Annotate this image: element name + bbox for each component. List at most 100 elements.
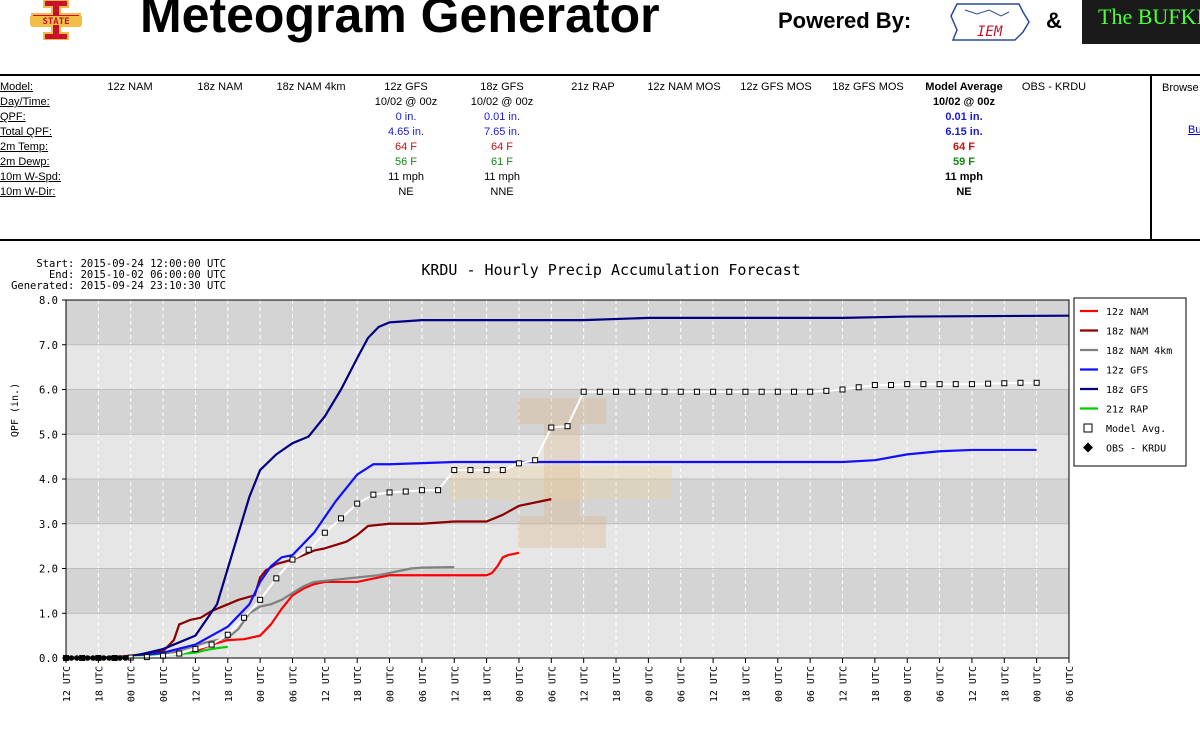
cell-wdir-3: NE — [398, 186, 414, 198]
cell-wspd-2 — [266, 170, 356, 185]
cell-model-7: 12z GFS MOS — [740, 81, 812, 93]
avg-point — [1017, 379, 1024, 386]
model-summary-table: Model: 12z NAM 18z NAM 18z NAM 4km 12z GFS 18… — [0, 74, 1200, 241]
cell-qpf-5 — [548, 110, 638, 125]
generated-info: Generated: 2015-09-24 23:10:30 UTC — [11, 280, 226, 292]
row-label-wspd[interactable]: 10m W-Spd: — [0, 171, 61, 183]
x-tick-label: 06 UTC — [547, 666, 558, 702]
x-tick-label: 18 UTC — [612, 666, 623, 702]
avg-point — [952, 381, 959, 388]
cell-dewp-4: 61 F — [490, 156, 513, 168]
cell-dewp-7 — [730, 155, 822, 170]
avg-point — [790, 388, 797, 395]
avg-point — [742, 388, 749, 395]
iem-logo[interactable]: IEM — [943, 0, 1033, 44]
x-tick-label: 12 UTC — [968, 666, 979, 702]
row-label-qpf[interactable]: QPF: — [0, 111, 26, 123]
browse-link[interactable]: Bu — [1188, 124, 1200, 136]
cell-model-5: 21z RAP — [571, 81, 615, 93]
series-line-0 — [66, 551, 520, 660]
x-tick-label: 06 UTC — [806, 666, 817, 702]
chart-text: KRDU - Hourly Precip Accumulation Foreca… — [10, 258, 801, 437]
cell-temp-3: 64 F — [394, 141, 417, 153]
cell-qpf-9: 0.01 in. — [945, 111, 983, 123]
cell-model-0: 12z NAM — [107, 81, 153, 93]
row-label-wdir[interactable]: 10m W-Dir: — [0, 186, 56, 198]
cell-total-2 — [266, 125, 356, 140]
cell-temp-9: 64 F — [952, 141, 975, 153]
avg-point — [904, 381, 911, 388]
legend-label: 12z NAM — [1106, 307, 1148, 318]
watermark-band — [450, 466, 672, 500]
x-tick-label: 06 UTC — [677, 666, 688, 702]
cell-daytime-2 — [266, 95, 356, 110]
row-label-model[interactable]: Model: — [0, 81, 34, 93]
y-tick-label: 3.0 — [39, 519, 58, 531]
x-tick-label: 00 UTC — [1033, 666, 1044, 702]
svg-text:IEM: IEM — [977, 24, 1003, 40]
cell-temp-10 — [1014, 140, 1094, 155]
avg-point — [936, 381, 943, 388]
row-label-temp[interactable]: 2m Temp: — [0, 141, 49, 153]
table-row-dewp: 2m Dewp: 56 F 61 F 59 F — [0, 155, 1094, 170]
start-info: Start: 2015-09-24 12:00:00 UTC — [36, 258, 226, 270]
legend-label: 18z NAM 4km — [1106, 346, 1172, 357]
avg-point — [338, 515, 345, 522]
avg-point — [208, 641, 215, 648]
cell-wspd-1 — [174, 170, 266, 185]
legend: 12z NAM 18z NAM 18z NAM 4km 12z GFS 18z GFS 2… — [1073, 297, 1187, 467]
cell-temp-4: 64 F — [490, 141, 513, 153]
y-tick-label: 1.0 — [39, 608, 58, 620]
cell-wspd-3: 11 mph — [388, 171, 424, 183]
cell-total-6 — [638, 125, 730, 140]
row-label-daytime[interactable]: Day/Time: — [0, 96, 50, 108]
x-tick-label: 18 UTC — [353, 666, 364, 702]
x-tick-label: 06 UTC — [418, 666, 429, 702]
cell-wspd-0 — [86, 170, 174, 185]
cell-dewp-10 — [1014, 155, 1094, 170]
x-tick-label: 00 UTC — [127, 666, 138, 702]
plot-background — [66, 300, 1069, 658]
cell-wspd-5 — [548, 170, 638, 185]
avg-point — [548, 424, 555, 431]
cell-temp-6 — [638, 140, 730, 155]
y-tick-label: 6.0 — [39, 385, 58, 397]
y-tick-label: 5.0 — [39, 429, 58, 441]
table-row-temp: 2m Temp: 64 F 64 F 64 F — [0, 140, 1094, 155]
band-0 — [66, 613, 1069, 658]
avg-point — [661, 388, 668, 395]
legend-label: 12z GFS — [1106, 366, 1148, 377]
avg-point — [321, 529, 328, 536]
cell-model-6: 12z NAM MOS — [647, 81, 721, 93]
cell-dewp-8 — [822, 155, 914, 170]
cell-qpf-6 — [638, 110, 730, 125]
x-tick-label: 18 UTC — [741, 666, 752, 702]
avg-point — [871, 382, 878, 389]
table-row-daytime: Day/Time: 10/02 @ 00z 10/02 @ 00z 10/02 @ 0… — [0, 95, 1094, 110]
browse-panel: Browse Bu — [1150, 76, 1200, 239]
avg-point — [192, 646, 199, 653]
cell-daytime-9: 10/02 @ 00z — [932, 96, 996, 108]
model-table: Model: 12z NAM 18z NAM 18z NAM 4km 12z GFS 18… — [0, 80, 1094, 200]
avg-point — [580, 388, 587, 395]
x-tick-label: 12 UTC — [62, 666, 73, 702]
row-label-total[interactable]: Total QPF: — [0, 126, 52, 138]
avg-point — [240, 614, 247, 621]
cell-total-10 — [1014, 125, 1094, 140]
row-label-dewp[interactable]: 2m Dewp: — [0, 156, 50, 168]
x-tick-label: 00 UTC — [256, 666, 267, 702]
page-title: Meteogram Generator — [140, 0, 660, 43]
cell-daytime-10 — [1014, 95, 1094, 110]
page-header: STATE Meteogram Generator Powered By: IE… — [0, 0, 1200, 66]
cell-total-4: 7.65 in. — [483, 126, 521, 138]
cell-daytime-4: 10/02 @ 00z — [470, 96, 534, 108]
bufkit-logo[interactable]: The BUFKIT — [1082, 0, 1200, 44]
legend-box — [1073, 297, 1187, 467]
cell-wdir-0 — [86, 185, 174, 200]
cell-dewp-6 — [638, 155, 730, 170]
cell-wdir-7 — [730, 185, 822, 200]
series-line-4 — [98, 314, 1070, 660]
band-4 — [66, 434, 1069, 479]
precip-chart: 0.0 1.0 2.0 3.0 4.0 5.0 6.0 7.0 8.0 12 UTC 18 UTC 0… — [10, 258, 1187, 702]
y-tick-label: 8.0 — [39, 295, 58, 307]
